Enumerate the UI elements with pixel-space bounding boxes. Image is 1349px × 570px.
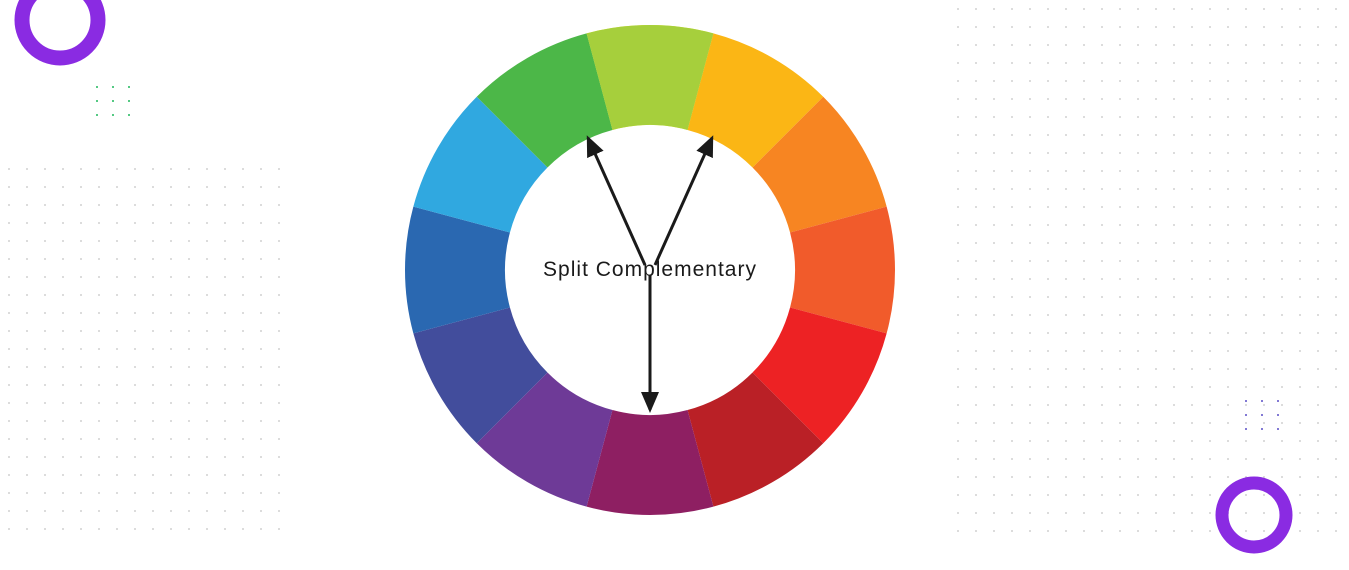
purple-ring-top xyxy=(0,0,120,80)
dot-grid-left xyxy=(0,160,280,540)
dot-grid-right xyxy=(949,0,1349,540)
color-wheel-container: Split Complementary xyxy=(400,20,900,520)
accent-dots-bottom-right xyxy=(1245,400,1279,430)
accent-dots-top-left xyxy=(96,86,130,116)
purple-ring-bottom xyxy=(1199,460,1309,570)
diagram-label: Split Complementary xyxy=(543,258,757,282)
arrow xyxy=(655,138,712,265)
arrow xyxy=(588,138,645,265)
